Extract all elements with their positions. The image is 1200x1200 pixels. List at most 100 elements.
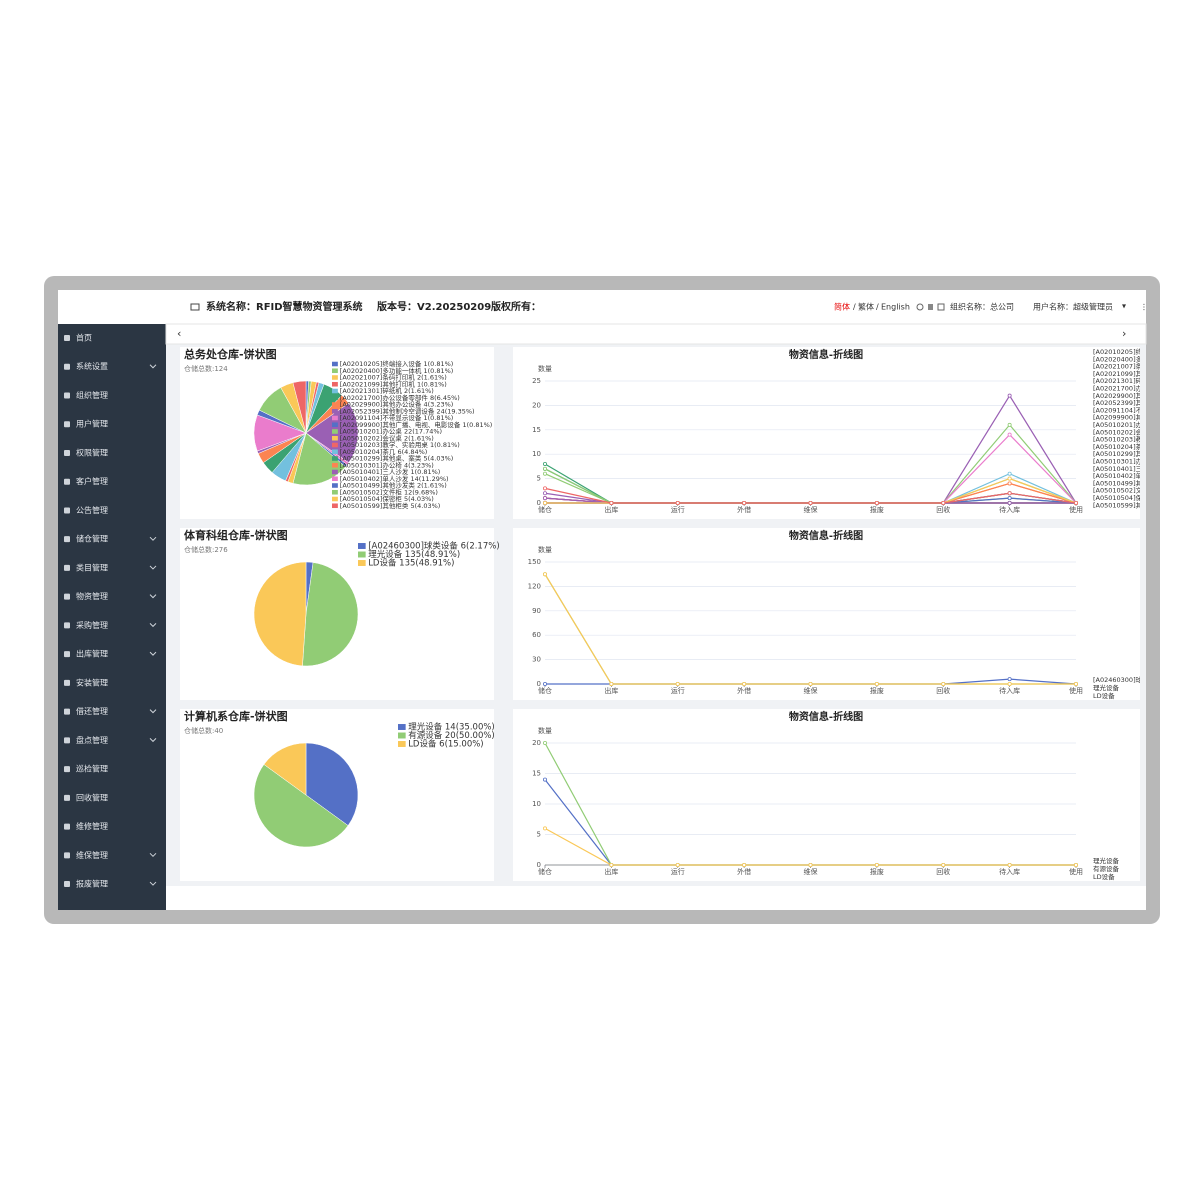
- data-point: [543, 496, 548, 501]
- chart-title: 总务处仓库-饼状图: [184, 347, 277, 361]
- legend-swatch: [332, 462, 338, 468]
- delete-icon[interactable]: [928, 304, 933, 310]
- legend-label: [A05010504]保密柜: [1093, 493, 1156, 502]
- legend-swatch: [398, 732, 406, 739]
- menu-item[interactable]: 用户管理: [64, 419, 108, 429]
- menu-toggle-icon[interactable]: [190, 303, 200, 311]
- x-tick-label: 回收: [936, 505, 950, 514]
- legend-label: [A05010201]办公桌: [1093, 420, 1156, 429]
- lang-simplified[interactable]: 简体: [834, 302, 850, 312]
- legend-label: [A02029900]其他办公设备 4(3.23%): [340, 400, 454, 409]
- menu-icon: [64, 823, 70, 830]
- y-tick-label: 120: [528, 582, 541, 590]
- legend-swatch: [332, 449, 338, 455]
- legend-label: [A02021700]办公设备零部件 8(6.45%): [340, 393, 460, 402]
- menu-item[interactable]: 安装管理: [64, 677, 108, 687]
- menu-item[interactable]: 盘点管理: [64, 735, 157, 745]
- y-tick-label: 20: [532, 739, 541, 747]
- menu-label: 安装管理: [76, 677, 108, 687]
- submenu-chevron: [149, 881, 157, 886]
- menu-item[interactable]: 储仓管理: [64, 534, 157, 544]
- refresh-icon[interactable]: [916, 303, 924, 311]
- legend-label: [A05010401]三人沙发 1(0.81%): [340, 467, 441, 476]
- legend-swatch: [332, 408, 338, 414]
- user-dropdown[interactable]: ▾: [1122, 302, 1126, 311]
- legend-label: [A05010202]会议桌 2(1.61%): [340, 433, 434, 442]
- data-point: [543, 572, 548, 577]
- data-point: [808, 863, 813, 868]
- legend-label: [A02099900]其他广播、电视、电影设备 1(0.81%): [340, 420, 493, 429]
- menu-label: 客户管理: [76, 476, 108, 486]
- menu-item[interactable]: 巡检管理: [64, 764, 108, 774]
- menu-label: 采购管理: [76, 620, 108, 630]
- data-point: [675, 863, 680, 868]
- lang-english[interactable]: English: [881, 303, 910, 312]
- tab-right-arrow[interactable]: ›: [1122, 327, 1126, 340]
- menu-item[interactable]: 权限管理: [64, 447, 108, 457]
- menu-icon: [64, 622, 70, 629]
- menu-item[interactable]: 借还管理: [64, 706, 157, 716]
- menu-icon: [64, 536, 70, 543]
- data-point: [543, 741, 548, 746]
- fullscreen-icon[interactable]: [937, 303, 945, 311]
- data-point: [543, 682, 548, 687]
- chart-title: 物资信息-折线图: [789, 710, 863, 723]
- lang-traditional[interactable]: 繁体: [858, 302, 874, 312]
- data-point: [609, 863, 614, 868]
- submenu-chevron: [149, 738, 157, 743]
- legend-label: [A02021007]条码打印机 2(1.61%): [340, 373, 447, 382]
- menu-item[interactable]: 类目管理: [64, 562, 157, 572]
- legend-label: [A05010499]其他沙发类: [1093, 478, 1169, 487]
- legend-label: [A02010205]终端接入设备: [1093, 347, 1175, 356]
- menu-item[interactable]: 首页: [64, 333, 92, 343]
- x-tick-label: 待入库: [999, 505, 1020, 514]
- submenu-chevron: [149, 623, 157, 628]
- data-point: [941, 500, 946, 505]
- chart-title: 计算机系仓库-饼状图: [184, 709, 288, 723]
- data-point: [543, 777, 548, 782]
- panel: [513, 709, 1140, 881]
- legend-swatch: [332, 381, 338, 387]
- y-tick-label: 0: [537, 680, 541, 688]
- user-name[interactable]: 用户名称：超级管理员: [1033, 302, 1113, 312]
- menu-item[interactable]: 物资管理: [64, 591, 157, 601]
- menu-item[interactable]: 维保管理: [64, 850, 157, 860]
- pie-slice: [302, 562, 359, 667]
- menu-label: 用户管理: [76, 419, 108, 429]
- menu-item[interactable]: 回收管理: [64, 792, 108, 802]
- menu-label: 公告管理: [76, 505, 108, 515]
- legend-label: LD设备 6(15.00%): [408, 739, 483, 750]
- chart-title: 体育科组仓库-饼状图: [184, 528, 288, 542]
- legend-label: [A02460300]球类设备: [1093, 675, 1162, 684]
- legend-label: [A05010203]教学、实验用桌: [1093, 435, 1182, 444]
- y-axis-label: 数量: [538, 364, 552, 373]
- menu-item[interactable]: 出库管理: [64, 649, 157, 659]
- menu-item[interactable]: 报废管理: [64, 879, 157, 889]
- menu-item[interactable]: 客户管理: [64, 476, 108, 486]
- tab-left-arrow[interactable]: ‹: [177, 327, 181, 340]
- menu-item[interactable]: 公告管理: [64, 505, 108, 515]
- menu-icon: [64, 708, 70, 715]
- menu-item[interactable]: 系统设置: [64, 361, 157, 371]
- data-point: [543, 471, 548, 476]
- legend-label: 理光设备 14(35.00%): [408, 722, 495, 733]
- data-point: [543, 461, 548, 466]
- menu-item[interactable]: 组织管理: [64, 390, 108, 400]
- sidebar-menu: 首页系统设置组织管理用户管理权限管理客户管理公告管理储仓管理类目管理物资管理采购…: [64, 333, 157, 889]
- legend-label: [A02020400]多功能一体机: [1093, 354, 1175, 363]
- more-icon[interactable]: ⋮: [1140, 303, 1148, 312]
- legend-swatch: [332, 442, 338, 448]
- menu-item[interactable]: 维修管理: [64, 821, 108, 831]
- legend-swatch: [358, 551, 366, 558]
- chart-subtitle: 仓储总数:276: [184, 545, 228, 554]
- y-tick-label: 0: [537, 861, 541, 869]
- menu-icon: [64, 794, 70, 801]
- menu-item[interactable]: 采购管理: [64, 620, 157, 630]
- legend-label: [A02460300]球类设备 6(2.17%): [368, 541, 499, 552]
- legend-label: [A05010504]保密柜 5(4.03%): [340, 494, 434, 503]
- legend-label: [A05010299]其他桌、案类 5(4.03%): [340, 454, 454, 463]
- legend-label: [A05010401]三人沙发: [1093, 464, 1162, 473]
- x-tick-label: 维保: [804, 867, 818, 876]
